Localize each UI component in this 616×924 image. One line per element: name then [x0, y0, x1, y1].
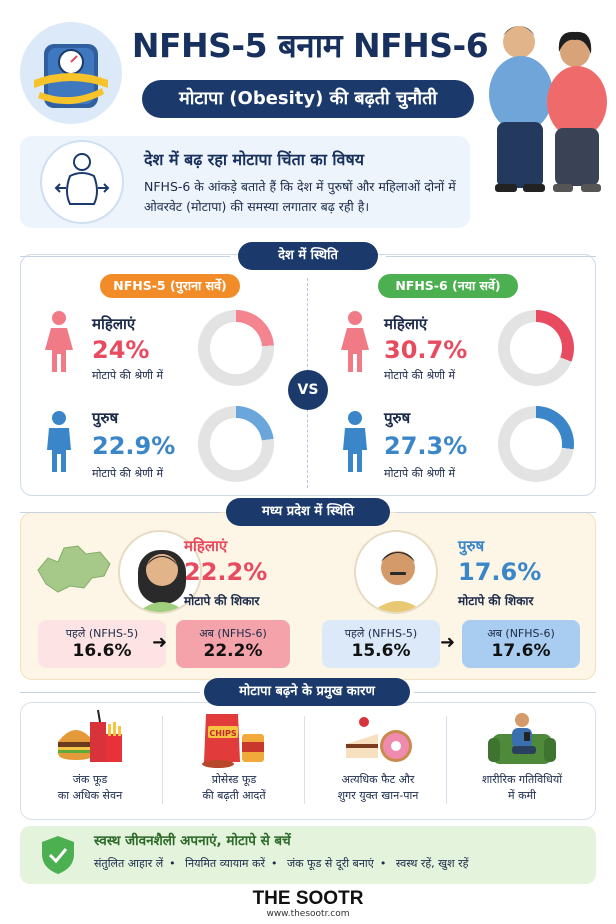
- nfhs5-men-sub: मोटापे की श्रेणी में: [92, 467, 164, 480]
- nfhs5-men-label: पुरुष: [92, 409, 119, 427]
- mp-women-before: पहले (NFHS-5) 16.6%: [38, 620, 166, 668]
- divider: [162, 716, 163, 804]
- nfhs5-men-value: 22.9%: [92, 432, 176, 460]
- mp-women-after-label: अब (NFHS-6): [199, 627, 267, 640]
- cause-text-4b: में कमी: [508, 789, 536, 802]
- nfhs6-women-donut: [498, 310, 574, 386]
- mp-map-icon: [34, 536, 114, 600]
- nfhs6-women-label: महिलाएं: [384, 315, 428, 333]
- divider: [396, 512, 596, 513]
- divider: [20, 256, 230, 257]
- divider: [304, 716, 305, 804]
- mp-men-sub: मोटापे की शिकार: [458, 594, 534, 608]
- female-icon: [44, 310, 74, 378]
- nfhs6-men-donut: [498, 406, 574, 482]
- nfhs6-women-value: 30.7%: [384, 336, 468, 364]
- divider: [20, 512, 220, 513]
- nfhs6-men-value: 27.3%: [384, 432, 468, 460]
- divider: [414, 692, 596, 693]
- junk-food-icon: [54, 708, 126, 768]
- man-avatar: [354, 530, 438, 614]
- section-title-causes: मोटापा बढ़ने के प्रमुख कारण: [204, 678, 410, 706]
- divider: [446, 716, 447, 804]
- nfhs5-women-value: 24%: [92, 336, 150, 364]
- mp-women-sub: मोटापे की शिकार: [184, 594, 260, 608]
- cause-text-1a: जंक फूड: [72, 773, 108, 786]
- weighing-scale-badge: [20, 22, 122, 124]
- male-icon: [340, 410, 370, 478]
- nfhs5-label: NFHS-5 (पुराना सर्वे): [100, 274, 240, 298]
- page-subtitle: मोटापा (Obesity) की बढ़ती चुनौती: [142, 80, 474, 118]
- mp-men-after-value: 17.6%: [491, 641, 551, 661]
- nfhs5-men-donut: [198, 406, 274, 482]
- cause-item: अत्यधिक फैट और शुगर युक्त खान-पान: [308, 708, 448, 804]
- nfhs6-men-label: पुरुष: [384, 409, 411, 427]
- section-title-national: देश में स्थिति: [238, 242, 378, 270]
- nfhs5-women-donut: [198, 310, 274, 386]
- vs-badge: VS: [288, 370, 328, 410]
- tip: स्वस्थ रहें, खुश रहें: [395, 857, 469, 870]
- mp-women-before-value: 16.6%: [72, 641, 132, 661]
- brand-url[interactable]: www.thesootr.com: [266, 909, 350, 919]
- nfhs6-women-sub: मोटापे की श्रेणी में: [384, 369, 456, 382]
- cause-text-2b: की बढ़ती आदतें: [202, 789, 266, 802]
- divider: [20, 692, 200, 693]
- intro-text: NFHS-6 के आंकड़े बताते हैं कि देश में पु…: [144, 179, 456, 214]
- processed-food-icon: CHIPS: [198, 708, 270, 768]
- tip: जंक फूड से दूरी बनाएं: [286, 857, 374, 870]
- male-icon: [44, 410, 74, 478]
- female-icon: [340, 310, 370, 378]
- sweets-icon: [342, 708, 414, 768]
- woman-avatar: [118, 530, 202, 614]
- cause-text-3b: शुगर युक्त खान-पान: [337, 789, 419, 802]
- nfhs5-women-label: महिलाएं: [92, 315, 136, 333]
- mp-men-before: पहले (NFHS-5) 15.6%: [322, 620, 440, 668]
- tip: संतुलित आहार लें: [94, 857, 164, 870]
- cause-text-3a: अत्यधिक फैट और: [341, 773, 415, 786]
- bullet: •: [270, 857, 278, 870]
- advice-heading: स्वस्थ जीवनशैली अपनाएं, मोटापे से बचें: [94, 833, 291, 849]
- divider: [386, 256, 596, 257]
- nfhs6-men-sub: मोटापे की श्रेणी में: [384, 467, 456, 480]
- mp-women-after: अब (NFHS-6) 22.2%: [176, 620, 290, 668]
- cause-item: शारीरिक गतिविधियों में कमी: [452, 708, 592, 804]
- cause-text-2a: प्रोसेस्ड फूड: [211, 773, 257, 786]
- arrow-icon: ➜: [152, 632, 168, 653]
- intro-heading: देश में बढ़ रहा मोटापा चिंता का विषय: [144, 150, 364, 169]
- tip: नियमित व्यायाम करें: [185, 857, 265, 870]
- overweight-couple-illustration: [485, 12, 613, 202]
- cause-item: CHIPS प्रोसेस्ड फूड की बढ़ती आदतें: [164, 708, 304, 804]
- advice-card: [20, 826, 596, 884]
- mp-women-after-value: 22.2%: [203, 641, 263, 661]
- mp-women-label: महिलाएं: [184, 537, 228, 555]
- chips-label: CHIPS: [209, 729, 236, 738]
- weighing-scale-icon: [34, 44, 108, 108]
- cause-item: जंक फूड का अधिक सेवन: [20, 708, 160, 804]
- mp-men-after-label: अब (NFHS-6): [487, 627, 555, 640]
- mp-men-before-label: पहले (NFHS-5): [344, 627, 418, 640]
- page-title: NFHS-5 बनाम NFHS-6: [131, 26, 489, 65]
- bullet: •: [379, 857, 387, 870]
- nfhs5-women-sub: मोटापे की श्रेणी में: [92, 369, 164, 382]
- bullet: •: [169, 857, 176, 870]
- arrow-icon: ➜: [440, 632, 456, 653]
- mp-women-before-label: पहले (NFHS-5): [65, 627, 139, 640]
- mp-men-after: अब (NFHS-6) 17.6%: [462, 620, 580, 668]
- brand-logo: THE SOOTR: [252, 888, 364, 909]
- mp-men-value: 17.6%: [458, 558, 542, 586]
- cause-text-1b: का अधिक सेवन: [57, 789, 123, 802]
- advice-tips: संतुलित आहार लें • नियमित व्यायाम करें • ज…: [94, 856, 469, 871]
- shield-check-icon: [40, 834, 76, 876]
- mp-men-before-value: 15.6%: [351, 641, 411, 661]
- mp-women-value: 22.2%: [184, 558, 268, 586]
- cause-text-4a: शारीरिक गतिविधियों: [481, 773, 563, 786]
- nfhs6-label: NFHS-6 (नया सर्वे): [378, 274, 518, 298]
- mp-men-label: पुरुष: [458, 537, 485, 555]
- body-measure-icon: [40, 140, 124, 224]
- section-title-mp: मध्य प्रदेश में स्थिति: [226, 498, 390, 526]
- sedentary-icon: [486, 708, 558, 768]
